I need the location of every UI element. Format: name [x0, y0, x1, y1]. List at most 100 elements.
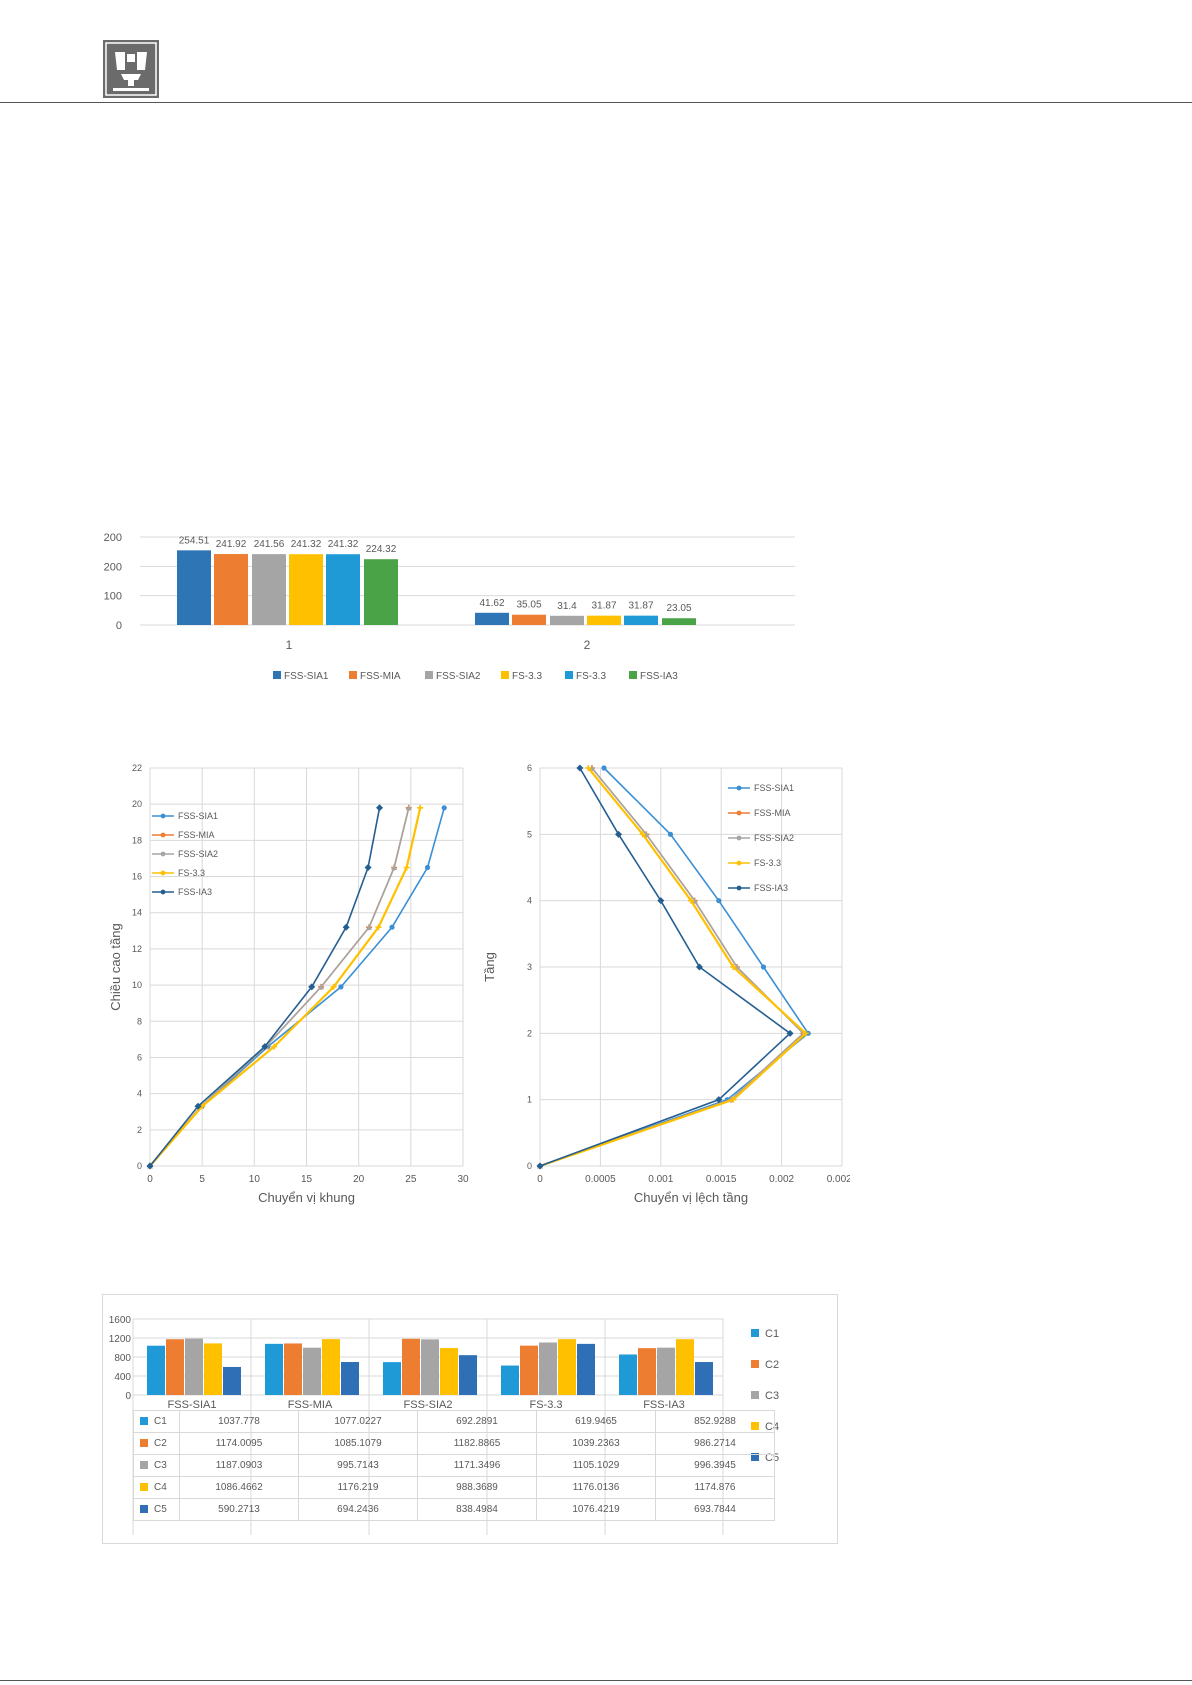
- data-point: [405, 804, 412, 811]
- data-label: 31.4: [557, 601, 577, 612]
- table-cell: 986.2714: [655, 1432, 775, 1455]
- bar: [383, 1362, 401, 1395]
- y-tick-label: 2: [137, 1125, 142, 1135]
- bar: [638, 1348, 656, 1395]
- legend-swatch: [629, 671, 637, 679]
- data-label: 23.05: [666, 603, 691, 614]
- legend-marker: [160, 813, 166, 819]
- y-tick-label: 4: [137, 1089, 142, 1099]
- bar: [303, 1347, 321, 1395]
- legend-label: FSS-IA3: [178, 887, 212, 897]
- bar: [662, 618, 696, 625]
- data-point: [615, 830, 623, 838]
- y-tick-label: 100: [104, 591, 122, 603]
- legend-marker: [160, 832, 166, 838]
- data-label: 35.05: [516, 600, 541, 611]
- table-row: C3 1187.0903 995.7143 1171.3496 1105.1029 996…: [133, 1454, 775, 1477]
- bar: [341, 1362, 359, 1395]
- y-tick-label: 18: [132, 835, 142, 845]
- y-tick-label: 1200: [109, 1334, 132, 1345]
- legend-label: C1: [765, 1328, 779, 1340]
- data-point: [786, 1029, 794, 1037]
- data-point: [375, 924, 382, 931]
- data-point: [271, 1043, 278, 1050]
- data-point: [688, 897, 694, 904]
- x-tick-label: 20: [353, 1174, 365, 1185]
- bar: [326, 554, 360, 625]
- x-axis-title: Chuyển vị khung: [258, 1190, 355, 1205]
- y-tick-label: 16: [132, 872, 142, 882]
- data-point: [601, 765, 607, 771]
- legend-label: FS-3.3: [754, 858, 781, 868]
- x-tick-label: 0.0005: [585, 1174, 616, 1185]
- x-tick-label: 5: [199, 1174, 205, 1185]
- table-row-label: C4: [154, 1482, 167, 1493]
- bar: [558, 1339, 576, 1395]
- table-cell: 1176.0136: [536, 1476, 656, 1499]
- table-cell: 996.3945: [655, 1454, 775, 1477]
- bar: [265, 1343, 283, 1395]
- legend-marker: [160, 851, 166, 857]
- table-legend-key: [140, 1505, 148, 1514]
- table-row: C1 1037.778 1077.0227 692.2891 619.9465 852.9…: [133, 1410, 775, 1433]
- legend-label: FS-3.3: [178, 868, 205, 878]
- x-tick-label: 0.0015: [706, 1174, 737, 1185]
- bar: [284, 1343, 302, 1395]
- y-tick-label: 2: [527, 1028, 532, 1038]
- data-point: [330, 983, 337, 990]
- data-point: [403, 864, 410, 871]
- x-tick-label: 25: [405, 1174, 417, 1185]
- y-tick-label: 0: [125, 1391, 131, 1402]
- data-point: [576, 764, 584, 772]
- x-tick-label: 30: [457, 1174, 469, 1185]
- data-point: [441, 805, 447, 811]
- bar: [166, 1339, 184, 1395]
- legend-label: FSS-MIA: [360, 671, 401, 682]
- bar: [322, 1339, 340, 1395]
- legend-label: FS-3.3: [512, 671, 542, 682]
- table-row-header: C2: [133, 1432, 180, 1455]
- data-point: [715, 1096, 723, 1104]
- table-cell: 1182.8865: [417, 1432, 537, 1455]
- x-category-label: FS-3.3: [529, 1399, 562, 1411]
- y-axis-title: Chiều cao tầng: [108, 923, 123, 1010]
- table-row-label: C5: [154, 1504, 167, 1515]
- table-row-header: C4: [133, 1476, 180, 1499]
- table-legend-key: [140, 1439, 148, 1448]
- bar: [475, 612, 509, 625]
- data-point: [318, 983, 325, 990]
- y-tick-label: 10: [132, 980, 142, 990]
- data-point: [730, 1096, 737, 1103]
- table-cell: 1077.0227: [298, 1410, 418, 1433]
- series-line: [149, 807, 381, 1167]
- y-tick-label: 22: [132, 763, 142, 773]
- data-label: 41.62: [479, 598, 504, 609]
- data-point: [695, 963, 703, 971]
- y-tick-label: 3: [527, 962, 532, 972]
- data-point: [657, 897, 665, 905]
- y-tick-label: 200: [104, 532, 122, 544]
- data-point: [536, 1162, 544, 1170]
- bar: [364, 559, 398, 625]
- table-legend-key: [140, 1417, 148, 1426]
- table-cell: 1174.0095: [179, 1432, 299, 1455]
- bar: [539, 1342, 557, 1395]
- data-point: [391, 864, 398, 870]
- chart-bar-top: 0 100 200 200 254.51 241.92 241.56 241.32 241.32…: [104, 532, 795, 682]
- table-cell: 693.7844: [655, 1498, 775, 1521]
- data-point: [802, 1030, 809, 1037]
- data-label: 241.32: [328, 539, 359, 550]
- chart-data-table: C1 1037.778 1077.0227 692.2891 619.9465 852.9…: [133, 1410, 775, 1521]
- table-cell: 988.3689: [417, 1476, 537, 1499]
- table-cell: 995.7143: [298, 1454, 418, 1477]
- data-point: [730, 964, 737, 970]
- x-tick-label: 15: [301, 1174, 313, 1185]
- y-tick-label: 800: [114, 1353, 131, 1364]
- x-tick-label: 0.002: [769, 1174, 794, 1185]
- y-tick-label: 14: [132, 908, 142, 918]
- legend-marker: [736, 785, 742, 791]
- table-cell: 590.2713: [179, 1498, 299, 1521]
- legend-marker: [736, 885, 742, 891]
- bar: [204, 1343, 222, 1395]
